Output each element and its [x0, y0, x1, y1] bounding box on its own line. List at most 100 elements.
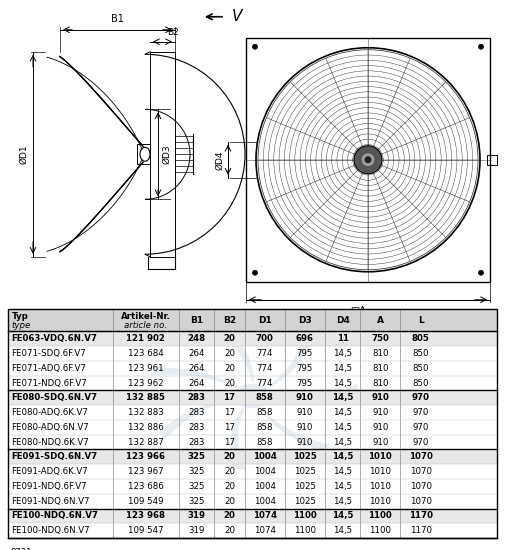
- Text: 805: 805: [412, 334, 429, 343]
- Text: 20: 20: [224, 364, 235, 373]
- Text: 1070: 1070: [410, 467, 432, 476]
- Text: FE071-SDQ.6F.V7: FE071-SDQ.6F.V7: [12, 349, 86, 358]
- Text: 123 968: 123 968: [126, 512, 166, 520]
- Text: FE071-NDQ.6F.V7: FE071-NDQ.6F.V7: [12, 378, 87, 388]
- Text: 123 966: 123 966: [126, 453, 166, 461]
- Text: 14,5: 14,5: [333, 482, 352, 491]
- Text: 132 887: 132 887: [128, 438, 164, 447]
- Text: Typ: Typ: [12, 312, 28, 321]
- Bar: [8, 331, 497, 346]
- Text: 1100: 1100: [293, 512, 317, 520]
- Text: 850: 850: [412, 364, 429, 373]
- Bar: [487, 155, 497, 165]
- Text: 14,5: 14,5: [332, 393, 354, 402]
- Text: 283: 283: [188, 438, 205, 447]
- Text: 910: 910: [296, 393, 314, 402]
- Circle shape: [235, 384, 270, 408]
- Text: 319: 319: [188, 512, 206, 520]
- Text: 20: 20: [224, 526, 235, 535]
- Polygon shape: [160, 398, 233, 439]
- Text: 910: 910: [297, 438, 313, 447]
- Text: 1010: 1010: [369, 482, 391, 491]
- Text: 121 902: 121 902: [126, 334, 165, 343]
- Text: 910: 910: [297, 423, 313, 432]
- Text: 14,5: 14,5: [333, 497, 352, 505]
- Text: 325: 325: [188, 453, 206, 461]
- Text: 1025: 1025: [294, 482, 316, 491]
- Text: B1: B1: [190, 316, 203, 325]
- Text: 858: 858: [257, 438, 273, 447]
- Text: 17: 17: [224, 423, 235, 432]
- Text: 109 549: 109 549: [128, 497, 164, 505]
- Text: 11: 11: [337, 334, 348, 343]
- Text: 750: 750: [372, 334, 389, 343]
- Text: 14,5: 14,5: [333, 467, 352, 476]
- Text: 795: 795: [297, 364, 313, 373]
- Text: 132 883: 132 883: [128, 408, 164, 417]
- Text: 1025: 1025: [294, 467, 316, 476]
- Text: 858: 858: [257, 423, 273, 432]
- Text: Artikel-Nr.: Artikel-Nr.: [121, 312, 171, 321]
- Circle shape: [354, 146, 382, 174]
- Text: B2: B2: [168, 28, 179, 37]
- Text: FE100-NDQ.6N.V7: FE100-NDQ.6N.V7: [12, 526, 90, 535]
- Text: B2: B2: [223, 316, 236, 325]
- Text: 1010: 1010: [369, 467, 391, 476]
- Circle shape: [479, 44, 483, 50]
- Text: 1010: 1010: [369, 453, 392, 461]
- Text: 795: 795: [297, 378, 313, 388]
- Text: 910: 910: [372, 423, 388, 432]
- Text: 14,5: 14,5: [333, 349, 352, 358]
- Text: ØD4: ØD4: [215, 150, 224, 169]
- Polygon shape: [212, 325, 254, 382]
- Text: B1: B1: [111, 14, 124, 24]
- Text: L-KL-8731: L-KL-8731: [446, 318, 490, 327]
- Text: 123 686: 123 686: [128, 482, 164, 491]
- Text: 1170: 1170: [409, 512, 433, 520]
- Text: 325: 325: [188, 467, 205, 476]
- Text: 17: 17: [224, 438, 235, 447]
- Polygon shape: [260, 409, 332, 452]
- Text: 810: 810: [372, 378, 389, 388]
- Polygon shape: [268, 331, 315, 388]
- Text: D4: D4: [336, 316, 349, 325]
- Text: FE080-ADQ.6K.V7: FE080-ADQ.6K.V7: [12, 408, 88, 417]
- Text: 123 684: 123 684: [128, 349, 164, 358]
- Text: 14,5: 14,5: [333, 438, 352, 447]
- Circle shape: [252, 270, 258, 275]
- Text: 14,5: 14,5: [333, 423, 352, 432]
- Text: 970: 970: [413, 438, 429, 447]
- Text: 20: 20: [224, 453, 235, 461]
- Text: 774: 774: [257, 349, 273, 358]
- Text: 1170: 1170: [410, 526, 432, 535]
- Text: 264: 264: [188, 364, 205, 373]
- Text: 1004: 1004: [254, 497, 276, 505]
- Text: type: type: [12, 321, 31, 329]
- Circle shape: [361, 153, 375, 167]
- Text: FE091-SDQ.6N.V7: FE091-SDQ.6N.V7: [12, 453, 97, 461]
- Text: 20: 20: [224, 378, 235, 388]
- Text: FE080-NDQ.6K.V7: FE080-NDQ.6K.V7: [12, 438, 89, 447]
- Text: 20: 20: [224, 349, 235, 358]
- Text: 17: 17: [223, 393, 235, 402]
- Text: 1070: 1070: [410, 497, 432, 505]
- Text: 264: 264: [188, 349, 205, 358]
- Text: 20: 20: [224, 497, 235, 505]
- Text: 910: 910: [372, 408, 388, 417]
- Text: 1004: 1004: [254, 482, 276, 491]
- Text: 1074: 1074: [254, 526, 276, 535]
- Text: 109 547: 109 547: [128, 526, 164, 535]
- Text: 1025: 1025: [294, 497, 316, 505]
- Text: □A: □A: [350, 306, 366, 316]
- Bar: [8, 449, 497, 464]
- Text: A: A: [377, 316, 384, 325]
- Text: article no.: article no.: [124, 321, 168, 329]
- Text: 14,5: 14,5: [333, 378, 352, 388]
- Text: 319: 319: [188, 526, 205, 535]
- Text: FE071-ADQ.6F.V7: FE071-ADQ.6F.V7: [12, 364, 86, 373]
- Text: D3: D3: [298, 316, 312, 325]
- Text: 850: 850: [412, 378, 429, 388]
- Text: 14,5: 14,5: [333, 364, 352, 373]
- Polygon shape: [150, 367, 238, 388]
- Text: 858: 858: [257, 408, 273, 417]
